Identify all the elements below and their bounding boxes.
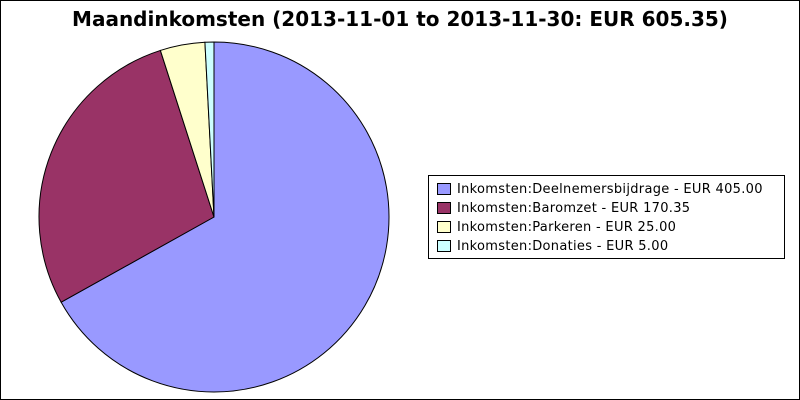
pie-slice-4: [204, 41, 215, 218]
legend-label: Inkomsten:Deelnemersbijdrage - EUR 405.0…: [457, 181, 763, 197]
pie-slice-2: [38, 49, 215, 303]
legend-item: Inkomsten:Baromzet - EUR 170.35: [437, 199, 690, 217]
legend-swatch: [437, 240, 451, 252]
pie-slice-1: [60, 41, 390, 393]
chart-legend: Inkomsten:Deelnemersbijdrage - EUR 405.0…: [428, 175, 785, 259]
legend-item: Inkomsten:Parkeren - EUR 25.00: [437, 218, 676, 236]
legend-label: Inkomsten:Baromzet - EUR 170.35: [457, 200, 691, 216]
legend-swatch: [437, 221, 451, 233]
chart-title: Maandinkomsten (2013-11-01 to 2013-11-30…: [72, 7, 728, 31]
legend-item: Inkomsten:Donaties - EUR 5.00: [437, 237, 668, 255]
legend-label: Inkomsten:Donaties - EUR 5.00: [457, 238, 669, 254]
legend-label: Inkomsten:Parkeren - EUR 25.00: [457, 219, 677, 235]
legend-swatch: [437, 202, 451, 214]
legend-item: Inkomsten:Deelnemersbijdrage - EUR 405.0…: [437, 180, 763, 198]
legend-swatch: [437, 183, 451, 195]
